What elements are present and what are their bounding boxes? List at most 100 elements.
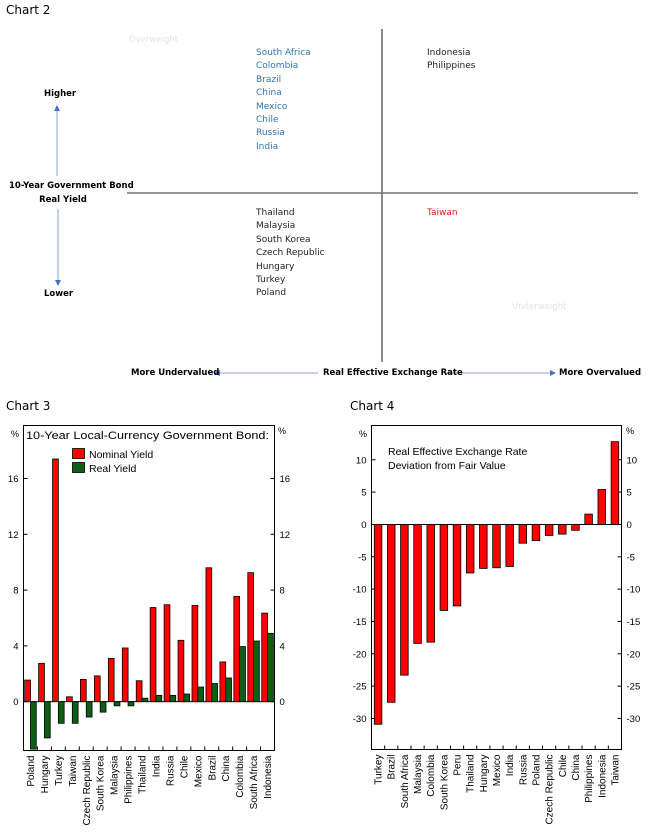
x-category-label: Poland xyxy=(531,755,542,786)
y-tick-label-left: 5 xyxy=(361,488,366,499)
x-category-label: Chile xyxy=(558,754,569,777)
x-category-label: Malaysia xyxy=(413,754,424,794)
bar-nominal-yield xyxy=(163,604,171,703)
x-category-label: Mexico xyxy=(492,754,503,786)
chart3-inner-title: 10-Year Local-Currency Government Bond: xyxy=(26,430,269,442)
bar-nominal-yield xyxy=(261,612,268,703)
bar-reer-deviation xyxy=(558,524,567,535)
bar-nominal-yield xyxy=(149,607,157,703)
x-category-label: Russia xyxy=(518,754,529,785)
y-tick-label-left: -20 xyxy=(353,649,367,660)
bar-real-yield xyxy=(57,701,65,724)
country-label: Hungary xyxy=(256,261,295,272)
country-label: Indonesia xyxy=(427,48,471,58)
x-category-label: Russia xyxy=(165,755,176,786)
chart4-inner-title-line1: Real Effective Exchange Rate xyxy=(388,446,527,458)
bar-reer-deviation xyxy=(479,524,488,569)
y-tick-label-right: -25 xyxy=(627,682,641,693)
bar-nominal-yield xyxy=(38,662,45,703)
legend-label-real: Real Yield xyxy=(89,463,136,475)
x-axis-undervalued-label: More Undervalued xyxy=(131,368,220,378)
underweight-watermark: Underweight xyxy=(512,302,567,312)
bar-reer-deviation xyxy=(518,524,528,544)
bar-real-yield xyxy=(155,695,163,703)
y-tick-label-right: 0 xyxy=(627,520,632,531)
x-category-label: South Africa xyxy=(400,754,411,808)
y-tick-label-left: 16 xyxy=(8,474,19,485)
bar-nominal-yield xyxy=(233,595,241,703)
x-category-label: Peru xyxy=(453,755,464,776)
bar-real-yield xyxy=(127,701,135,707)
x-category-label: South Korea xyxy=(439,754,450,810)
bar-reer-deviation xyxy=(426,524,435,643)
bar-nominal-yield xyxy=(219,661,227,703)
quadrant-upper-left-list: South Africa Colombia Brazil China Mexic… xyxy=(256,47,311,154)
bar-reer-deviation xyxy=(413,524,422,644)
y-tick-label-left: 8 xyxy=(13,586,18,597)
quadrant-lower-right-list: Taiwan xyxy=(427,207,458,220)
bar-nominal-yield xyxy=(121,647,129,703)
chart4-plot: % % Real Effective Exchange Rate Deviati… xyxy=(353,425,641,825)
country-label: Poland xyxy=(256,288,287,299)
bar-real-yield xyxy=(44,701,51,739)
legend-swatch-real xyxy=(72,462,85,473)
bar-reer-deviation xyxy=(571,524,580,531)
bar-real-yield xyxy=(141,697,149,703)
chart4-left-unit: % xyxy=(359,429,367,439)
y-tick-label-right: -5 xyxy=(627,552,635,563)
x-category-label: India xyxy=(505,754,516,776)
country-label: Philippines xyxy=(427,61,476,72)
country-label: India xyxy=(256,141,279,152)
bar-nominal-yield xyxy=(52,458,59,703)
bar-reer-deviation xyxy=(544,524,554,536)
x-category-label: Thailand xyxy=(138,756,149,794)
chart3-title: Chart 3 xyxy=(6,399,51,413)
x-axis-overvalued-label: More Overvalued xyxy=(559,368,642,378)
y-tick-label-right: 0 xyxy=(280,697,285,708)
x-category-label: South Africa xyxy=(249,755,260,809)
x-category-label: Brazil xyxy=(207,756,218,781)
country-label: Brazil xyxy=(256,74,282,85)
y-tick-label-right: -10 xyxy=(627,585,641,596)
y-tick-label-right: 12 xyxy=(280,530,291,541)
y-axis-higher-label: Higher xyxy=(44,89,77,99)
y-tick-label-right: 5 xyxy=(627,488,632,499)
x-category-label: Indonesia xyxy=(597,754,608,798)
bar-real-yield xyxy=(239,646,246,703)
x-category-label: Czech Republic xyxy=(545,755,556,825)
legend-swatch-nominal xyxy=(72,448,85,459)
y-tick-label-left: 0 xyxy=(361,520,366,531)
y-tick-label-right: 4 xyxy=(280,641,285,652)
overweight-watermark: Overweight xyxy=(129,35,179,45)
x-category-label: Czech Republic xyxy=(82,756,93,826)
country-label: Czech Republic xyxy=(256,248,325,259)
quadrant-upper-right-list: Indonesia Philippines xyxy=(427,47,476,74)
chart2-title: Chart 2 xyxy=(6,3,51,17)
y-tick-label-right: -30 xyxy=(627,714,641,725)
bar-nominal-yield xyxy=(107,658,115,703)
bar-nominal-yield xyxy=(93,675,101,703)
y-tick-label-left: 10 xyxy=(356,455,367,466)
x-category-label: Hungary xyxy=(40,756,51,794)
x-category-label: Colombia xyxy=(235,755,246,798)
bar-reer-deviation xyxy=(400,524,409,676)
bar-real-yield xyxy=(99,701,107,713)
bar-real-yield xyxy=(225,677,232,703)
bar-real-yield xyxy=(169,695,177,703)
x-category-label: Philippines xyxy=(584,755,595,803)
bar-reer-deviation xyxy=(492,524,501,569)
chart2-axes xyxy=(54,29,638,376)
country-label: South Korea xyxy=(256,234,311,245)
y-tick-label-right: -20 xyxy=(627,649,641,660)
bar-real-yield xyxy=(85,701,93,718)
x-category-label: Thailand xyxy=(466,755,477,793)
bar-reer-deviation xyxy=(387,524,396,703)
y-tick-label-right: 10 xyxy=(627,455,638,466)
bar-reer-deviation xyxy=(610,441,620,525)
y-tick-label-right: 16 xyxy=(280,474,291,485)
country-label: Chile xyxy=(256,115,279,126)
chart4-inner-title-line2: Deviation from Fair Value xyxy=(388,460,506,472)
x-axis-title: Real Effective Exchange Rate xyxy=(323,368,463,378)
bar-reer-deviation xyxy=(439,524,449,611)
country-label: Taiwan xyxy=(427,208,458,218)
